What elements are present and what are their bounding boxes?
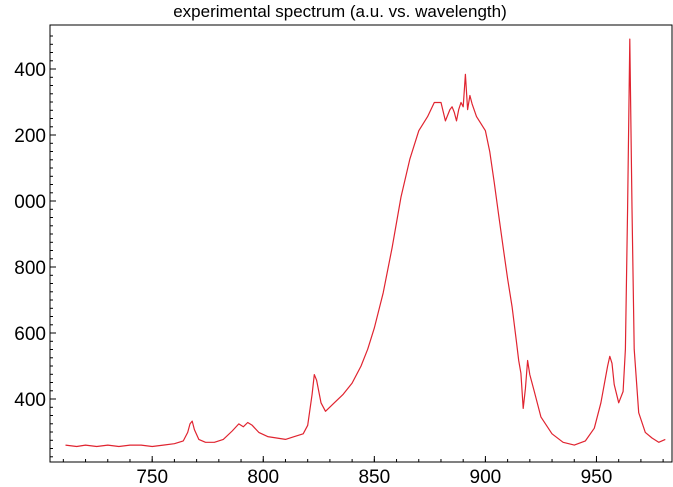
plot-frame — [49, 24, 673, 463]
x-axis-ticks: 750 800 850 900 950 — [62, 456, 664, 487]
y-tick-label: 000 — [14, 192, 46, 213]
chart-title: experimental spectrum (a.u. vs. waveleng… — [173, 2, 507, 21]
y-tick-label: 400 — [14, 60, 46, 81]
y-tick-label: 200 — [14, 126, 46, 147]
y-tick-label: 600 — [14, 324, 46, 345]
x-tick-label: 850 — [358, 467, 390, 487]
y-tick-label: 800 — [14, 258, 46, 279]
x-tick-label: 900 — [470, 467, 502, 487]
spectrum-line — [65, 38, 666, 448]
x-tick-label: 950 — [581, 467, 613, 487]
x-tick-label: 750 — [136, 467, 168, 487]
x-tick-label: 800 — [247, 467, 279, 487]
y-axis-ticks: 400 600 800 000 200 400 — [14, 60, 56, 411]
y-tick-label: 400 — [14, 390, 46, 411]
